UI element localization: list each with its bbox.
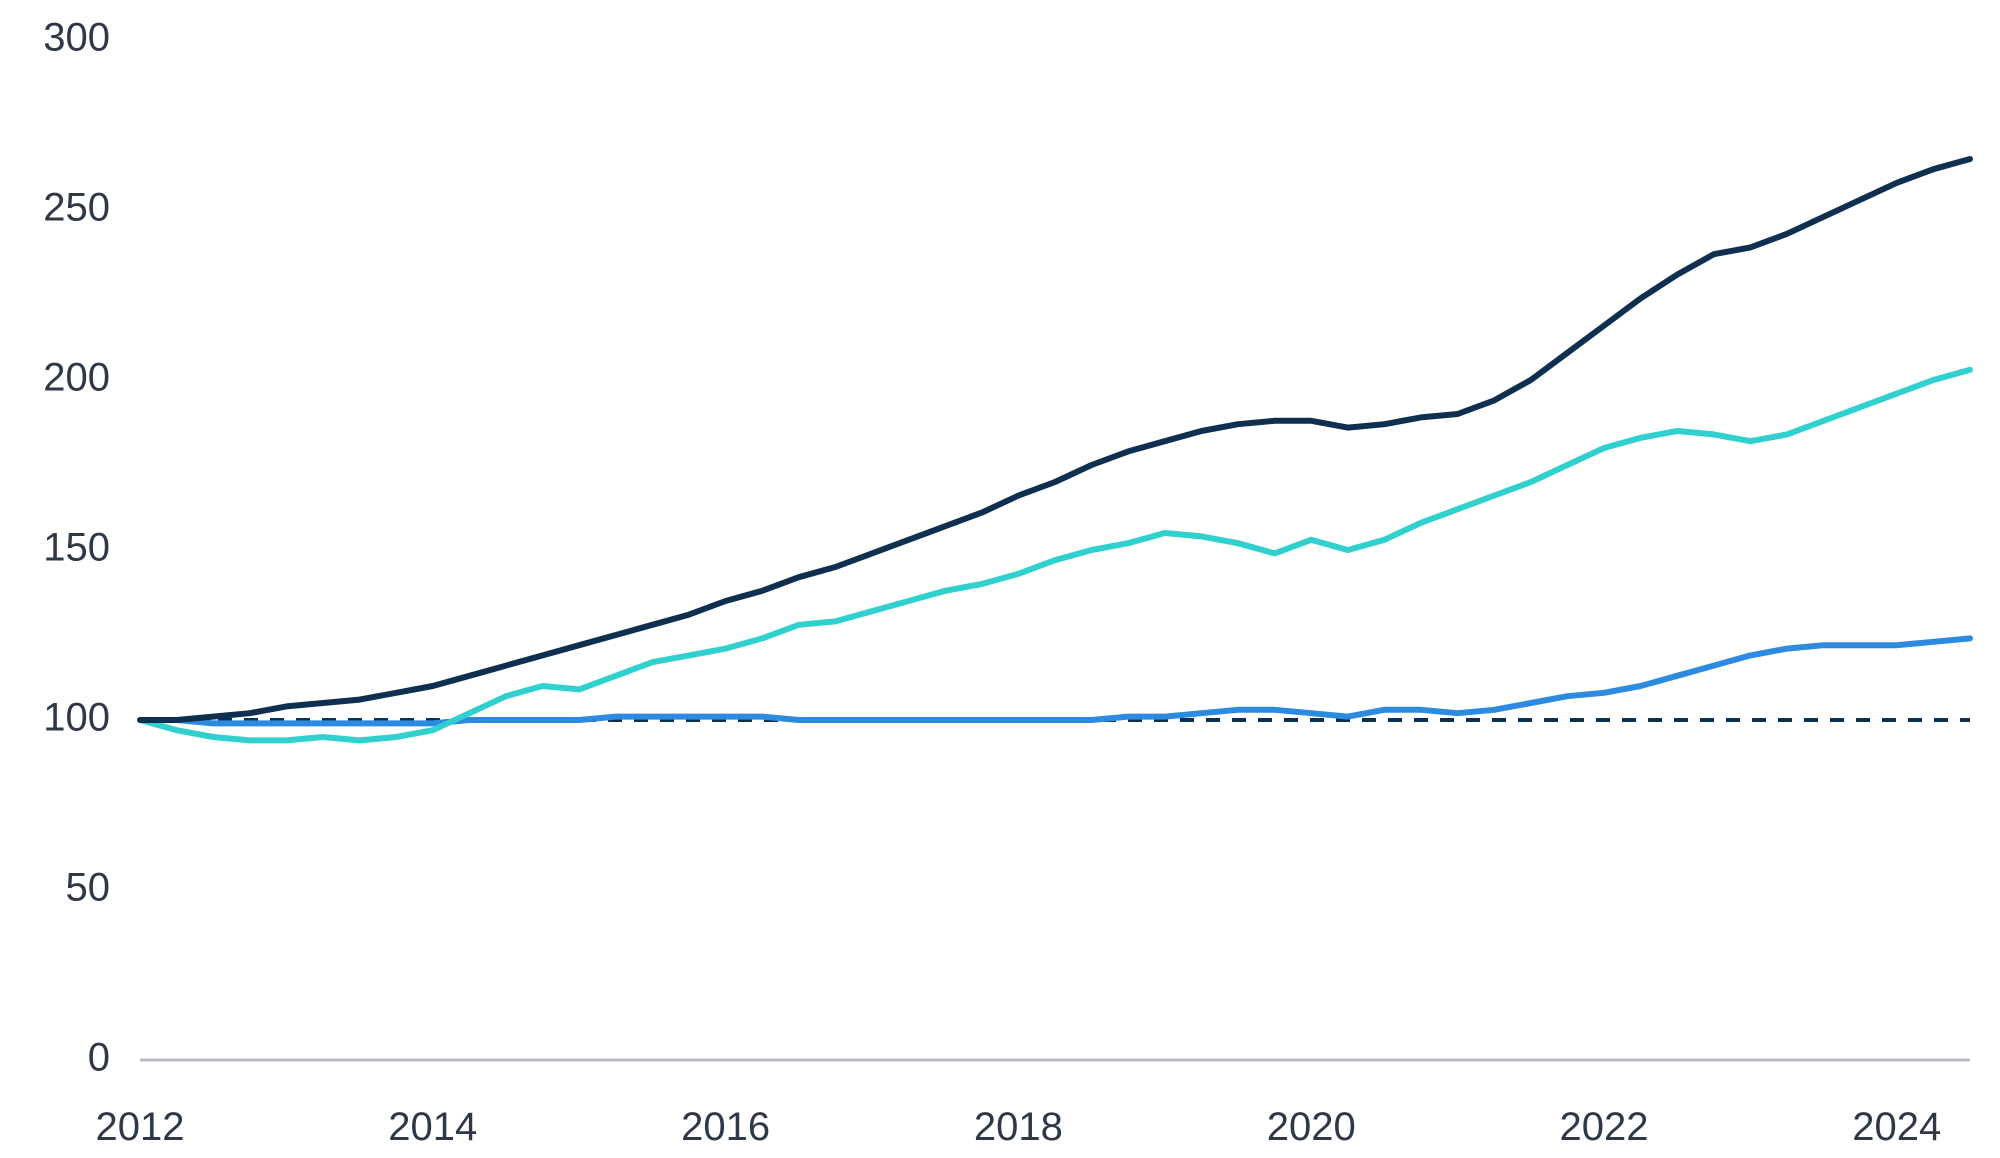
y-tick-label: 150 bbox=[43, 526, 110, 570]
x-tick-label: 2012 bbox=[96, 1105, 185, 1149]
y-tick-label: 0 bbox=[88, 1036, 110, 1080]
y-tick-label: 250 bbox=[43, 186, 110, 230]
y-tick-label: 100 bbox=[43, 696, 110, 740]
chart-canvas: 0 50 100 150 200 250 300 2012 2014 2016 2018 2020 20… bbox=[0, 0, 2000, 1158]
x-tick-label: 2014 bbox=[388, 1105, 477, 1149]
x-tick-label: 2016 bbox=[681, 1105, 770, 1149]
y-tick-label: 300 bbox=[43, 16, 110, 60]
x-tick-label: 2018 bbox=[974, 1105, 1063, 1149]
x-tick-label: 2020 bbox=[1267, 1105, 1356, 1149]
line-chart: 0 50 100 150 200 250 300 2012 2014 2016 2018 2020 20… bbox=[0, 0, 2000, 1158]
x-tick-label: 2022 bbox=[1560, 1105, 1649, 1149]
x-tick-label: 2024 bbox=[1852, 1105, 1941, 1149]
y-tick-label: 50 bbox=[66, 866, 111, 910]
y-tick-label: 200 bbox=[43, 356, 110, 400]
